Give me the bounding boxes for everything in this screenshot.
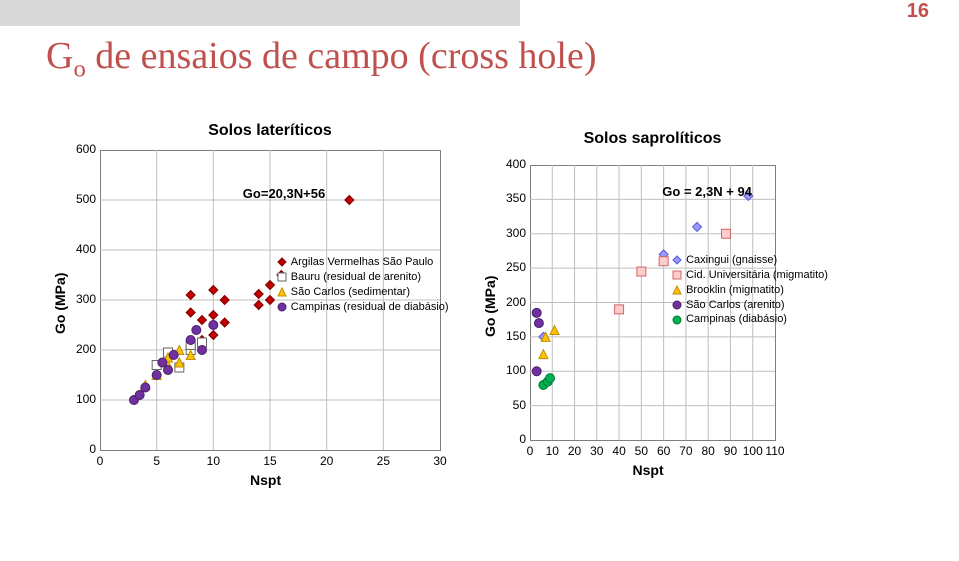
legend-item: São Carlos (arenito) (672, 298, 782, 313)
right-chart-legend: Caxingui (gnaisse)Cid. Universitária (mi… (672, 253, 782, 327)
legend-item: Brooklin (migmatito) (672, 283, 782, 298)
legend-label: Caxingui (gnaisse) (686, 253, 777, 268)
legend-label: Brooklin (migmatito) (686, 283, 784, 298)
legend-label: São Carlos (arenito) (686, 298, 784, 313)
legend-item: Caxingui (gnaisse) (672, 253, 782, 268)
right-chart: Solos saprolíticos Go (MPa) Nspt Go = 2,… (0, 0, 959, 561)
legend-label: Campinas (diabásio) (686, 312, 787, 327)
right-x-axis-label: Nspt (633, 462, 664, 478)
legend-item: Campinas (diabásio) (672, 312, 782, 327)
right-chart-annotation: Go = 2,3N + 94 (662, 184, 752, 199)
legend-label: Cid. Universitária (migmatito) (686, 268, 828, 283)
right-chart-title: Solos saprolíticos (530, 130, 775, 148)
legend-item: Cid. Universitária (migmatito) (672, 268, 782, 283)
